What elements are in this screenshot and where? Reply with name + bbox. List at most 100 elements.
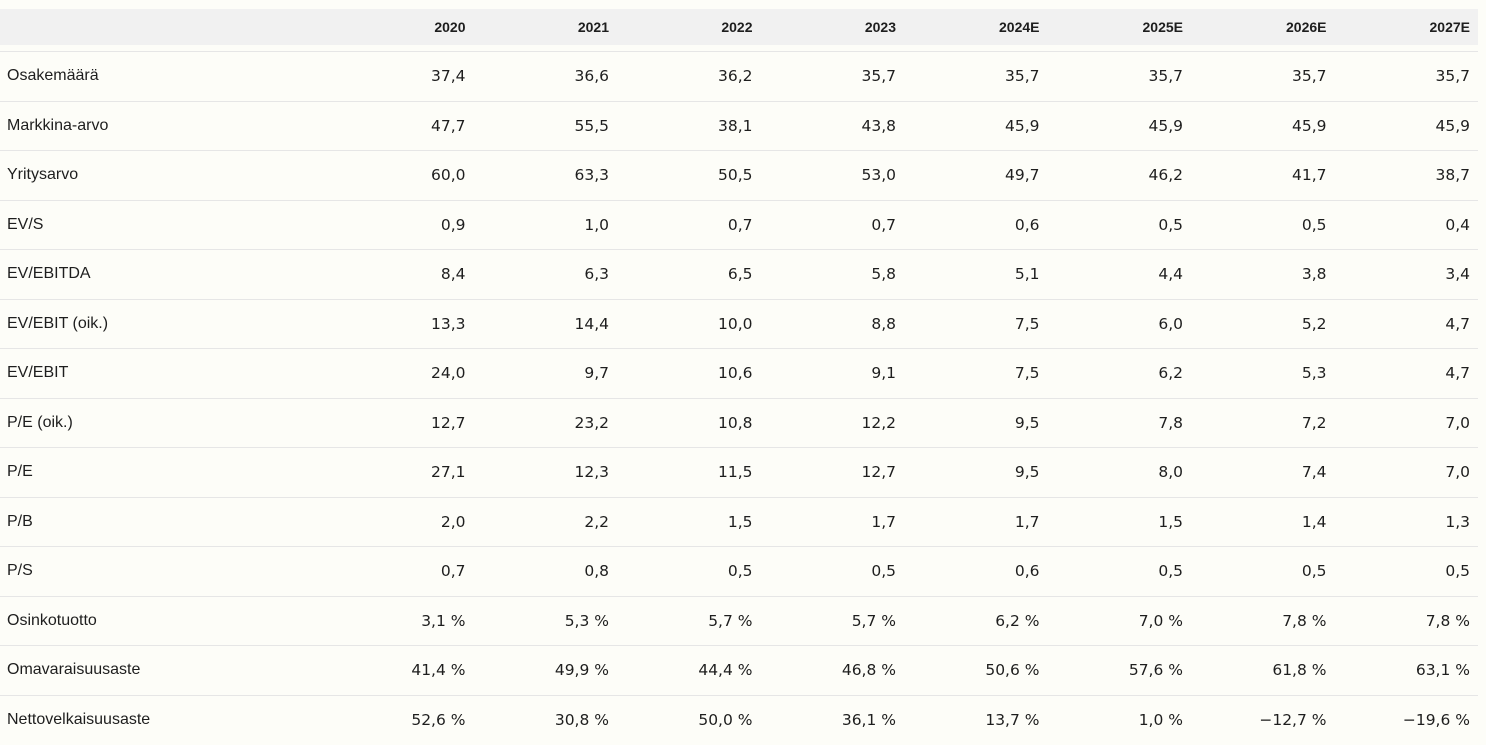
cell-value: 50,6 % xyxy=(904,645,1048,696)
row-label: P/S xyxy=(0,546,330,597)
table-row: P/B 2,0 2,2 1,5 1,7 1,7 1,5 1,4 1,3 xyxy=(0,497,1478,547)
header-year-2026e: 2026E xyxy=(1286,19,1327,35)
cell-value: 35,7 xyxy=(904,51,1048,102)
cell-value: 7,8 % xyxy=(1191,596,1335,646)
cell-value: 9,5 xyxy=(904,447,1048,498)
cell-value: 1,3 xyxy=(1334,497,1478,547)
cell-value: 7,4 xyxy=(1191,447,1335,498)
table-row: Yritysarvo 60,0 63,3 50,5 53,0 49,7 46,2 41,7 38… xyxy=(0,150,1478,201)
cell-value: 7,0 xyxy=(1334,447,1478,498)
cell-value: 0,5 xyxy=(760,546,904,597)
table-row: EV/S 0,9 1,0 0,7 0,7 0,6 0,5 0,5 0,4 xyxy=(0,200,1478,250)
cell-value: 10,6 xyxy=(617,348,761,399)
table-row: Osakemäärä 37,4 36,6 36,2 35,7 35,7 35,7 35,7 35… xyxy=(0,51,1478,102)
cell-value: 7,0 xyxy=(1334,398,1478,448)
cell-value: 10,0 xyxy=(617,299,761,349)
cell-value: 14,4 xyxy=(473,299,617,349)
cell-value: 5,2 xyxy=(1191,299,1335,349)
row-label: Omavaraisuusaste xyxy=(0,645,330,696)
cell-value: 12,7 xyxy=(760,447,904,498)
cell-value: 6,2 % xyxy=(904,596,1048,646)
cell-value: 4,7 xyxy=(1334,299,1478,349)
cell-value: 35,7 xyxy=(1047,51,1191,102)
cell-value: 36,2 xyxy=(617,51,761,102)
table-row: Osinkotuotto 3,1 % 5,3 % 5,7 % 5,7 % 6,2 % 7,0… xyxy=(0,596,1478,646)
cell-value: 50,5 xyxy=(617,150,761,201)
header-year-2022: 2022 xyxy=(721,19,753,35)
cell-value: 3,8 xyxy=(1191,249,1335,300)
cell-value: 2,2 xyxy=(473,497,617,547)
cell-value: 57,6 % xyxy=(1047,645,1191,696)
cell-value: 37,4 xyxy=(330,51,474,102)
cell-value: 41,4 % xyxy=(330,645,474,696)
cell-value: 0,5 xyxy=(1334,546,1478,597)
table-row: Omavaraisuusaste 41,4 % 49,9 % 44,4 % 46,8 %… xyxy=(0,645,1478,696)
cell-value: 0,6 xyxy=(904,200,1048,250)
cell-value: 0,5 xyxy=(1191,546,1335,597)
cell-value: 36,1 % xyxy=(841,711,896,729)
cell-value: 6,5 xyxy=(617,249,761,300)
row-label: P/E (oik.) xyxy=(0,398,330,448)
cell-value: 41,7 xyxy=(1191,150,1335,201)
cell-value: 52,6 % xyxy=(411,711,466,729)
cell-value: 5,1 xyxy=(904,249,1048,300)
cell-value: 0,6 xyxy=(904,546,1048,597)
header-label xyxy=(0,9,330,45)
cell-value: 5,7 % xyxy=(617,596,761,646)
cell-value: 12,2 xyxy=(760,398,904,448)
cell-value: 7,5 xyxy=(904,299,1048,349)
cell-value: 45,9 xyxy=(1191,101,1335,151)
cell-value: 11,5 xyxy=(617,447,761,498)
cell-value: 5,3 % xyxy=(473,596,617,646)
cell-value: 8,8 xyxy=(760,299,904,349)
cell-value: 35,7 xyxy=(1191,51,1335,102)
row-label: EV/EBIT (oik.) xyxy=(0,299,330,349)
cell-value: 0,8 xyxy=(473,546,617,597)
cell-value: 0,9 xyxy=(330,200,474,250)
cell-value: −19,6 % xyxy=(1402,711,1470,729)
cell-value: 2,0 xyxy=(330,497,474,547)
cell-value: 13,7 % xyxy=(985,711,1040,729)
row-label: EV/EBIT xyxy=(0,348,330,399)
cell-value: −12,7 % xyxy=(1259,711,1327,729)
cell-value: 0,5 xyxy=(617,546,761,597)
cell-value: 61,8 % xyxy=(1191,645,1335,696)
cell-value: 47,7 xyxy=(330,101,474,151)
header-year-2020: 2020 xyxy=(434,19,466,35)
cell-value: 8,4 xyxy=(330,249,474,300)
cell-value: 24,0 xyxy=(330,348,474,399)
cell-value: 5,8 xyxy=(760,249,904,300)
header-year-2023: 2023 xyxy=(864,19,896,35)
cell-value: 7,2 xyxy=(1191,398,1335,448)
table-row: P/S 0,7 0,8 0,5 0,5 0,6 0,5 0,5 0,5 xyxy=(0,546,1478,597)
header-year-2024e: 2024E xyxy=(999,19,1040,35)
cell-value: 49,7 xyxy=(904,150,1048,201)
table-row: P/E (oik.) 12,7 23,2 10,8 12,2 9,5 7,8 7,2 7,0 xyxy=(0,398,1478,448)
row-label: Osinkotuotto xyxy=(0,596,330,646)
cell-value: 7,5 xyxy=(904,348,1048,399)
cell-value: 0,7 xyxy=(330,546,474,597)
cell-value: 1,4 xyxy=(1191,497,1335,547)
row-label: Markkina-arvo xyxy=(0,101,330,151)
cell-value: 46,2 xyxy=(1047,150,1191,201)
cell-value: 6,2 xyxy=(1047,348,1191,399)
cell-value: 23,2 xyxy=(473,398,617,448)
cell-value: 9,1 xyxy=(760,348,904,399)
cell-value: 63,3 xyxy=(473,150,617,201)
cell-value: 36,6 xyxy=(473,51,617,102)
cell-value: 38,1 xyxy=(617,101,761,151)
table-row: EV/EBIT 24,0 9,7 10,6 9,1 7,5 6,2 5,3 4,7 xyxy=(0,348,1478,399)
cell-value: 53,0 xyxy=(760,150,904,201)
table-row: EV/EBIT (oik.) 13,3 14,4 10,0 8,8 7,5 6,0 5,2 4,… xyxy=(0,299,1478,349)
cell-value: 12,3 xyxy=(473,447,617,498)
header-spacer xyxy=(0,45,1478,52)
cell-value: 3,4 xyxy=(1334,249,1478,300)
cell-value: 1,5 xyxy=(1047,497,1191,547)
cell-value: 6,3 xyxy=(473,249,617,300)
row-label: EV/EBITDA xyxy=(0,249,330,300)
cell-value: 43,8 xyxy=(760,101,904,151)
cell-value: 1,5 xyxy=(617,497,761,547)
header-year-2025e: 2025E xyxy=(1142,19,1183,35)
cell-value: 60,0 xyxy=(330,150,474,201)
